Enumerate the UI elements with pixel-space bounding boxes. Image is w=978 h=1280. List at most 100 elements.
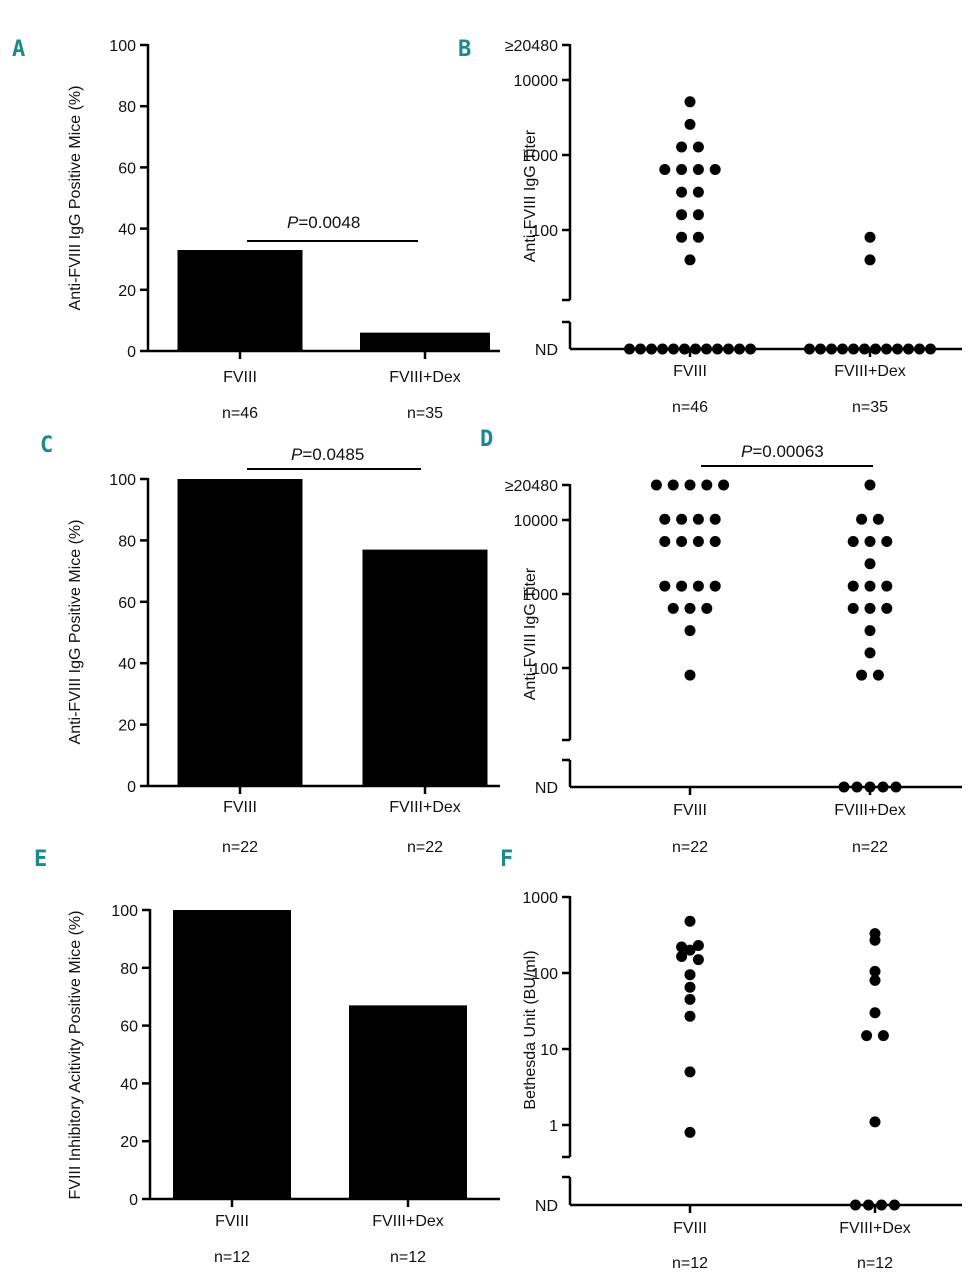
panel-f-y-tick-label: 1000 <box>522 890 558 907</box>
panel-b-data-point <box>676 231 688 243</box>
panel-f-data-point <box>684 944 696 956</box>
panel-c-y-tick-label: 60 <box>118 595 136 612</box>
panel-c-y-tick-label: 0 <box>127 779 136 796</box>
panel-d-nd-point <box>890 781 902 793</box>
panel-f-data-point <box>684 915 696 927</box>
panel-e-letter: E <box>34 847 47 872</box>
panel-e-y-tick-label: 100 <box>111 903 138 920</box>
panel-f-n-label: n=12 <box>857 1255 893 1272</box>
panel-b-letter: B <box>458 37 471 62</box>
panel-b-nd-point <box>635 343 646 355</box>
panel-d: D ND 100 1000 10000 ≥20480 Anti-FVIII IgG Tite… <box>480 427 962 856</box>
panel-d-data-point <box>864 625 876 637</box>
panel-b-nd-point <box>690 343 701 355</box>
panel-a: A 0 20 40 60 80 100 Anti-FVIII IgG Positive Mic… <box>12 37 500 422</box>
panel-a-letter: A <box>12 37 25 62</box>
panel-b-nd-point <box>657 343 668 355</box>
panel-b-data-point <box>692 209 704 221</box>
panel-b-data-point <box>676 141 688 153</box>
panel-b-y-tick-label: ND <box>535 342 558 359</box>
panel-d-y-tick-label: 100 <box>531 661 558 678</box>
panel-a-y-tick-label: 80 <box>118 99 136 116</box>
panel-b-data-point <box>692 141 704 153</box>
panel-b-y-tick-label: 1000 <box>522 148 558 165</box>
panel-d-nd-point <box>864 781 876 793</box>
panel-f-data-point <box>684 1126 696 1138</box>
panel-d-data-point <box>864 602 876 614</box>
panel-a-category-label: FVIII+Dex <box>389 369 461 386</box>
panel-d-data-point <box>676 513 688 525</box>
panel-d-data-point <box>847 536 859 548</box>
panel-b-nd-point <box>701 343 712 355</box>
panel-f-data-point <box>869 1007 881 1019</box>
panel-c-y-tick-label: 100 <box>109 472 136 489</box>
panel-d-data-point <box>659 580 671 592</box>
panel-b-data-point <box>684 118 696 130</box>
panel-b: B ND 100 1000 10000 ≥20480 Anti-FVIII IgG Tite… <box>458 37 962 416</box>
panel-c-p-value-symbol: P <box>291 445 303 464</box>
panel-d-data-point <box>864 558 876 570</box>
panel-e-y-tick-label: 40 <box>120 1076 138 1093</box>
panel-b-nd-point <box>892 343 903 355</box>
panel-b-nd-point <box>859 343 870 355</box>
panel-c-y-tick-label: 40 <box>118 656 136 673</box>
panel-a-y-tick-label: 100 <box>109 38 136 55</box>
panel-b-nd-point <box>679 343 690 355</box>
panel-c-category-label: FVIII <box>223 799 257 816</box>
panel-b-nd-point <box>826 343 837 355</box>
panel-d-data-point <box>684 669 696 681</box>
panel-b-y-axis-title: Anti-FVIII IgG Titer <box>522 129 539 262</box>
panel-b-nd-point <box>837 343 848 355</box>
panel-b-category-label: FVIII <box>673 363 707 380</box>
panel-b-data-point <box>709 164 721 176</box>
panel-a-y-tick-label: 40 <box>118 222 136 239</box>
panel-d-data-point <box>856 669 868 681</box>
panel-a-p-value: P=0.0048 <box>287 213 360 232</box>
panel-d-y-tick-label: ND <box>535 780 558 797</box>
panel-e-y-tick-label: 60 <box>120 1019 138 1036</box>
panel-d-letter: D <box>480 427 493 452</box>
panel-a-y-tick-label: 20 <box>118 283 136 300</box>
panel-f-nd-point <box>876 1199 887 1211</box>
panel-c-bar-fviii-dex <box>362 549 488 786</box>
panel-d-data-point <box>684 479 696 491</box>
panel-a-y-tick-label: 0 <box>127 344 136 361</box>
panel-b-nd-point <box>646 343 657 355</box>
panel-b-data-point <box>676 164 688 176</box>
panel-b-nd-point <box>881 343 892 355</box>
panel-d-data-point <box>676 580 688 592</box>
panel-d-y-tick-label: ≥20480 <box>505 478 558 495</box>
panel-a-y-tick-label: 60 <box>118 160 136 177</box>
panel-b-nd-point <box>745 343 756 355</box>
panel-f-data-point <box>684 993 696 1005</box>
panel-f-category-label: FVIII <box>673 1220 707 1237</box>
panel-e-bar-fviii <box>173 910 291 1199</box>
panel-c-y-axis-title: Anti-FVIII IgG Positive Mice (%) <box>67 520 84 745</box>
panel-f-data-point <box>684 1066 696 1078</box>
panel-f-data-point <box>869 974 881 986</box>
panel-b-nd-point <box>712 343 723 355</box>
panel-c-p-value-number: =0.0485 <box>302 445 364 464</box>
panel-d-y-axis-title: Anti-FVIII IgG Titer <box>522 567 539 700</box>
panel-b-nd-point <box>903 343 914 355</box>
panel-d-data-point <box>684 602 696 614</box>
panel-d-data-point <box>659 536 671 548</box>
panel-a-bar-fviii-dex <box>360 332 490 351</box>
panel-f-data-point <box>869 934 881 946</box>
panel-f-y-tick-label: 100 <box>531 966 558 983</box>
panel-d-data-point <box>864 536 876 548</box>
panel-d-data-point <box>881 602 893 614</box>
panel-d-data-point <box>881 536 893 548</box>
panel-b-nd-point <box>925 343 936 355</box>
panel-c-y-tick-label: 80 <box>118 533 136 550</box>
panel-d-n-label: n=22 <box>672 839 708 856</box>
panel-d-p-value: P=0.00063 <box>741 442 824 461</box>
panel-d-category-label: FVIII <box>673 802 707 819</box>
panel-b-category-label: FVIII+Dex <box>834 363 906 380</box>
panel-c-category-label: FVIII+Dex <box>389 799 461 816</box>
panel-d-category-label: FVIII+Dex <box>834 802 906 819</box>
panel-f: F ND 1 10 100 1000 Bethesda Unit (BU/ml) FVIII n… <box>500 847 962 1272</box>
panel-d-data-point <box>667 602 679 614</box>
panel-f-data-point <box>869 965 881 977</box>
panel-f-data-point <box>877 1030 889 1042</box>
